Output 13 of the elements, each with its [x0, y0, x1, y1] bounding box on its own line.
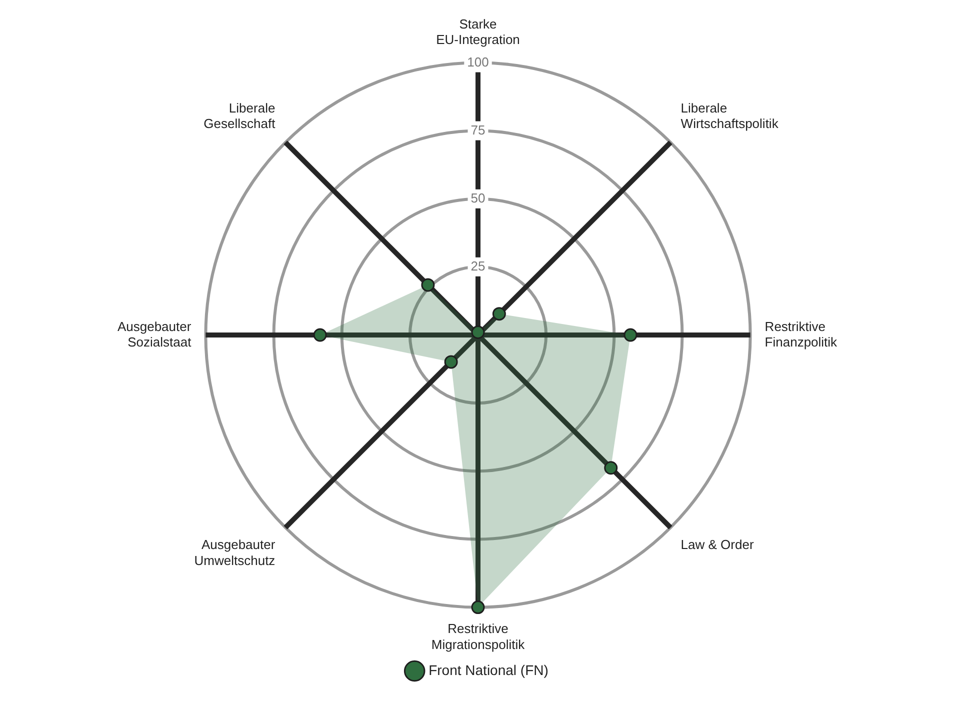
spoke-label: Ausgebauter Umweltschutz	[194, 537, 276, 568]
y-tick-label: 25	[470, 258, 486, 274]
spoke-label: Law & Order	[680, 537, 754, 552]
spoke-label: Starke EU-Integration	[436, 16, 520, 47]
spoke-label: Liberale Gesellschaft	[204, 100, 276, 131]
legend-label: Front National (FN)	[428, 662, 548, 678]
y-tick-label: 75	[470, 122, 486, 138]
spoke-label: Liberale Wirtschaftspolitik	[680, 100, 779, 131]
y-tick-label: 100	[467, 54, 489, 70]
spoke-label: Restriktive Finanzpolitik	[764, 318, 838, 350]
y-tick-label: 50	[470, 190, 486, 206]
spoke-label: Restriktive Migrationspolitik	[431, 621, 526, 652]
spoke-label: Ausgebauter Sozialstaat	[117, 318, 192, 350]
